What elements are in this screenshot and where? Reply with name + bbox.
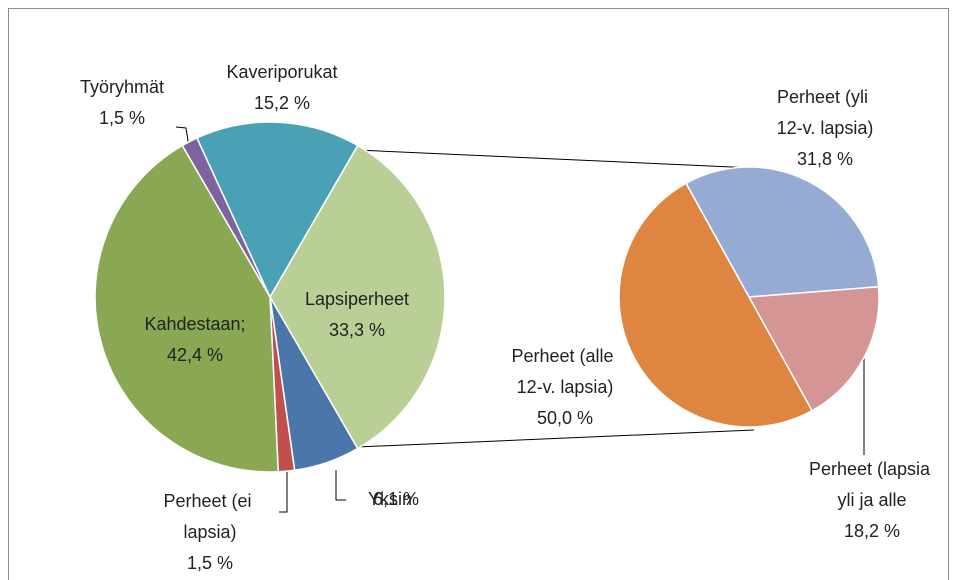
connector-line (356, 429, 755, 448)
pie-slice (747, 285, 880, 412)
value-label: 33,3 % (329, 320, 385, 340)
value-label: 50,0 % (537, 408, 593, 428)
value-label: 42,4 % (167, 345, 223, 365)
value-label: 1,5 % (187, 553, 233, 573)
value-label: 15,2 % (254, 93, 310, 113)
value-label: 6,1 % (373, 489, 419, 509)
leader-line (279, 470, 288, 513)
pie-slice (269, 144, 446, 450)
value-label: 1,5 % (99, 108, 145, 128)
value-label: 31,8 % (797, 149, 853, 169)
slice-label: Kahdestaan; (144, 314, 245, 334)
slice-label: Perheet (lapsia yli ja alle (809, 459, 935, 510)
slice-label: Kaveriporukat (226, 62, 337, 82)
slice-label: Työryhmät (80, 77, 164, 97)
slices (94, 121, 880, 473)
pie-slice (684, 166, 880, 298)
pie-slice (94, 144, 280, 473)
slice-label: Lapsiperheet (305, 289, 409, 309)
slice-label: Yksin (368, 489, 412, 509)
slice-label: Perheet (yli 12-v. lapsia) (777, 87, 874, 138)
leader-line (175, 126, 190, 148)
pie-slice (618, 182, 814, 428)
leader-line (335, 470, 346, 501)
slice-label: Perheet (ei lapsia) (163, 491, 256, 542)
pie-slice (195, 121, 359, 299)
connector-line (356, 149, 755, 169)
value-label: 18,2 % (844, 521, 900, 541)
slice-label: Perheet (alle 12-v. lapsia) (511, 346, 618, 397)
